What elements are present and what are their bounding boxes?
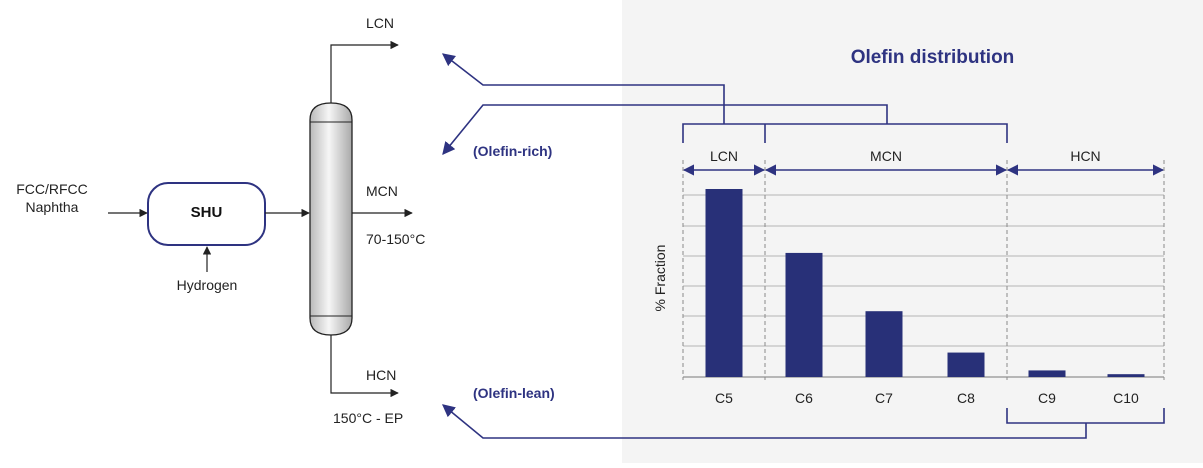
bar-c9 [1028, 370, 1066, 377]
range-label-hcn: HCN [1070, 148, 1101, 164]
shu-label: SHU [190, 204, 223, 221]
lcn-product-line [330, 40, 399, 103]
bar-c7 [865, 311, 903, 377]
range-label-mcn: MCN [870, 148, 902, 164]
chart-title: Olefin distribution [850, 47, 1015, 68]
mcn-temperature-range: 70-150°C [366, 231, 426, 247]
mcn-product-label: MCN [366, 183, 398, 199]
olefin-chart [682, 160, 1165, 380]
bar-c10 [1107, 374, 1145, 377]
lcn-product-label: LCN [366, 15, 395, 31]
hcn-product-line [330, 335, 399, 398]
bar-c6 [785, 252, 823, 377]
x-tick-label: C7 [875, 390, 893, 406]
feed-label-line1: FCC/RFCC [16, 181, 88, 197]
lcn-mcn-top-bracket [682, 123, 1008, 143]
bar-c8 [947, 352, 985, 377]
x-tick-label: C10 [1113, 390, 1139, 406]
x-tick-label: C8 [957, 390, 975, 406]
y-axis-label: % Fraction [652, 244, 668, 312]
x-tick-label: C9 [1038, 390, 1056, 406]
range-label-lcn: LCN [709, 148, 738, 164]
olefin-rich-label: (Olefin-rich) [473, 143, 553, 159]
feed-label-line2: Naphtha [25, 199, 79, 215]
hcn-bottom-bracket [1006, 408, 1165, 424]
hcn-temperature-range: 150°C - EP [333, 410, 404, 426]
shu-unit-box [147, 182, 266, 246]
hcn-return-arrow [442, 404, 1087, 439]
olefin-lean-label: (Olefin-lean) [473, 385, 555, 401]
hydrogen-label: Hydrogen [176, 277, 238, 293]
x-tick-label: C5 [715, 390, 733, 406]
distillation-column [309, 102, 353, 336]
bar-c5 [705, 189, 743, 377]
mcn-return-arrow [442, 104, 888, 155]
x-tick-label: C6 [795, 390, 813, 406]
hcn-product-label: HCN [366, 367, 397, 383]
